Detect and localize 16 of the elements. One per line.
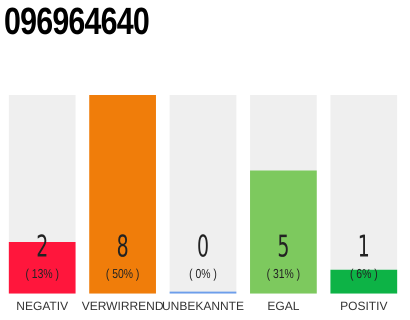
annotation: 8	[116, 230, 129, 265]
x-tick-label: VERWIRREND	[82, 299, 164, 314]
x-tick-label: UNBEKANNTE	[162, 299, 244, 314]
data-label: ( 31% )	[266, 267, 300, 282]
data-label: ( 50% )	[106, 267, 140, 282]
annotation: 0	[196, 230, 210, 265]
annotation: 5	[277, 230, 290, 265]
x-tick-label: POSITIV	[340, 299, 388, 314]
data-label: ( 0% )	[189, 267, 217, 282]
data-label: ( 13% )	[25, 267, 60, 282]
chart-title: 096964640	[4, 0, 149, 44]
data-label: ( 6% )	[350, 267, 378, 282]
x-tick-label: EGAL	[267, 299, 300, 314]
bar	[330, 270, 398, 294]
annotation: 1	[358, 230, 370, 265]
x-tick-label: NEGATIV	[16, 299, 68, 314]
